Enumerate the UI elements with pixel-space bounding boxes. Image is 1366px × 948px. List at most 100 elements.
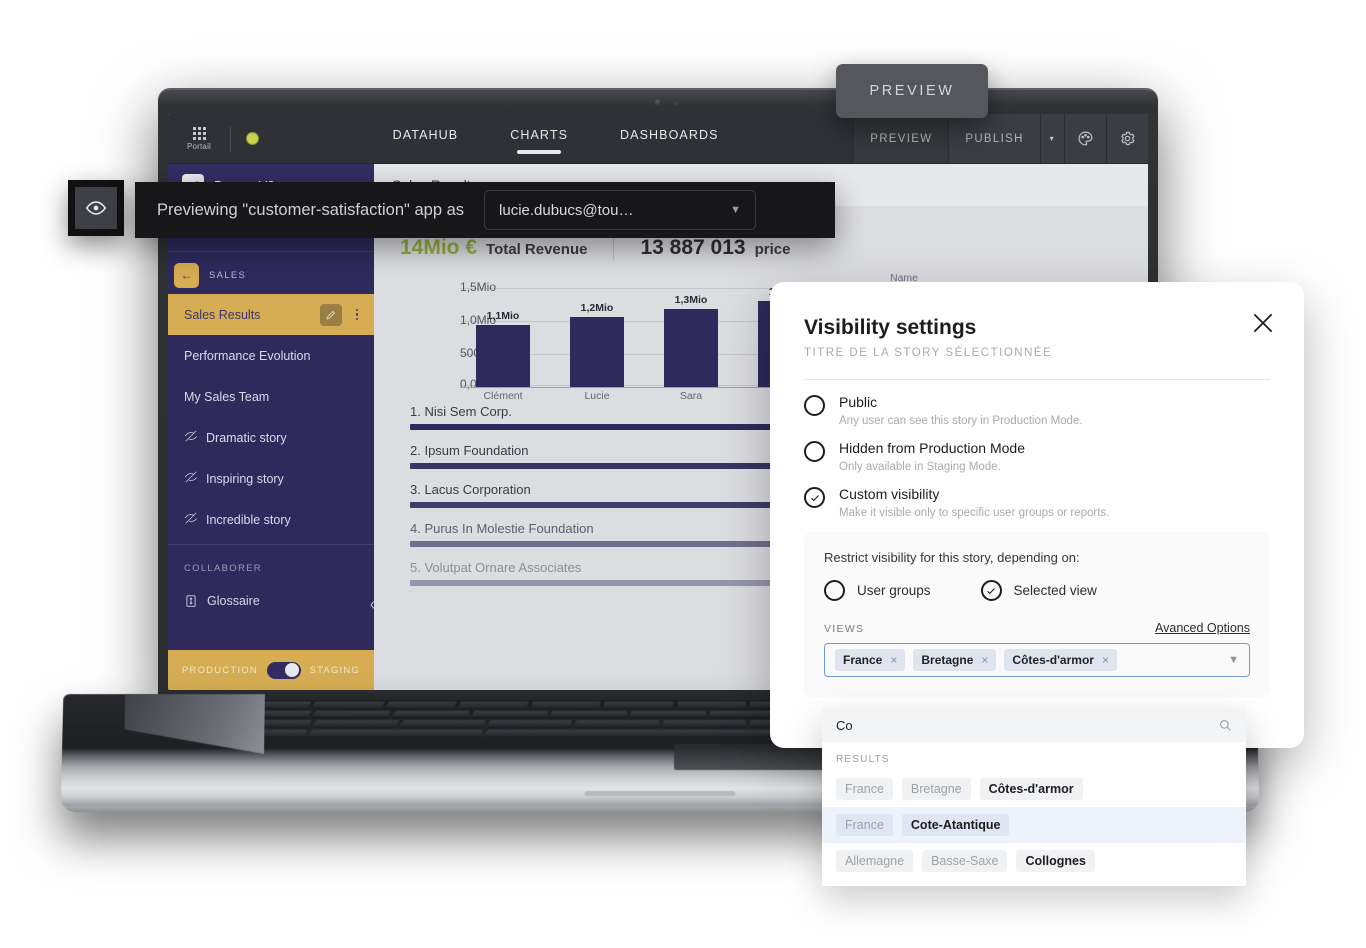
chip-remove-icon[interactable]: × <box>981 653 989 667</box>
list-item-label: 2. Ipsum Foundation <box>410 443 529 458</box>
option-label: Selected view <box>1013 582 1097 598</box>
bar-item[interactable]: 1,2Mio <box>570 302 624 387</box>
webcam-icon <box>654 99 662 106</box>
kpi-value: 14Mio € <box>400 236 478 259</box>
radio-selected-view[interactable] <box>980 580 1002 601</box>
search-row[interactable] <box>822 708 1246 742</box>
divider <box>804 379 1270 380</box>
visibility-option-hidden[interactable]: Hidden from Production Mode Only availab… <box>804 440 1270 473</box>
bar-value-label: 1,3Mio <box>674 294 708 306</box>
dialog-subtitle: TITRE DE LA STORY SÉLECTIONNÉE <box>804 347 1053 359</box>
visibility-settings-dialog: Visibility settings TITRE DE LA STORY SÉ… <box>770 282 1304 748</box>
list-item-label: 3. Lacus Corporation <box>410 482 531 497</box>
chip-france[interactable]: France × <box>835 649 906 671</box>
bar <box>570 317 624 387</box>
more-options-button[interactable] <box>350 308 365 321</box>
sidebar-item-dramatic-story[interactable]: Dramatic story <box>168 417 374 458</box>
chip-cotes-darmor[interactable]: Côtes-d'armor × <box>1004 649 1117 671</box>
sidebar-section-label: SALES <box>209 269 247 281</box>
crumb: Allemagne <box>836 850 914 872</box>
environment-toggle[interactable] <box>266 661 301 679</box>
restrict-option-selected-view[interactable]: Selected view <box>980 579 1097 601</box>
book-icon <box>186 594 196 607</box>
radio-public[interactable] <box>804 395 825 416</box>
top-actions: PREVIEW PUBLISH ▾ <box>853 114 1148 163</box>
eye-off-icon <box>184 470 198 487</box>
kpi-label: price <box>754 241 791 258</box>
x-tick-label: Lucie <box>584 390 610 402</box>
chevron-down-icon[interactable]: ▼ <box>1228 654 1239 666</box>
radio-hidden[interactable] <box>804 441 825 462</box>
search-input[interactable] <box>836 717 1218 733</box>
check-icon <box>810 494 819 501</box>
option-description: Make it visible only to specific user gr… <box>839 507 1110 519</box>
sidebar-item-sales-results[interactable]: Sales Results <box>168 294 374 335</box>
preview-eye-badge <box>68 180 124 236</box>
webcam-indicator-icon <box>674 102 677 105</box>
sidebar-item-incredible-story[interactable]: Incredible story <box>168 499 374 540</box>
chip-bretagne[interactable]: Bretagne × <box>913 649 997 671</box>
preview-user-select[interactable]: lucie.dubucs@tou… ▼ <box>484 190 757 230</box>
publish-button[interactable]: PUBLISH <box>948 114 1040 163</box>
sidebar-item-label: Sales Results <box>184 307 261 322</box>
radio-custom[interactable] <box>804 487 825 508</box>
result-row-cotes-darmor[interactable]: France Bretagne Côtes-d'armor <box>822 771 1246 807</box>
tab-dashboards[interactable]: DASHBOARDS <box>620 127 719 142</box>
x-tick-label: Sara <box>679 390 703 402</box>
preview-banner: Previewing "customer-satisfaction" app a… <box>135 182 835 238</box>
preview-tooltip: PREVIEW <box>836 64 988 118</box>
eye-icon <box>85 201 107 215</box>
radio-user-groups[interactable] <box>824 580 845 601</box>
result-row-cote-atantique[interactable]: France Cote-Atantique <box>822 807 1246 843</box>
preview-button[interactable]: PREVIEW <box>853 114 949 163</box>
divider <box>230 125 231 152</box>
sidebar-item-inspiring-story[interactable]: Inspiring story <box>168 458 374 499</box>
restrict-option-user-groups[interactable]: User groups <box>824 579 931 601</box>
crumb: Bretagne <box>901 778 971 800</box>
bar-item[interactable]: 1,1Mio <box>476 310 530 387</box>
back-arrow-icon[interactable]: ← <box>174 262 199 288</box>
bar <box>476 325 530 387</box>
sidebar-section-collaborer: COLLABORER <box>184 563 262 574</box>
close-icon <box>1253 313 1273 333</box>
close-button[interactable] <box>1250 310 1276 336</box>
base-notch <box>584 791 736 797</box>
staging-label: STAGING <box>309 664 360 676</box>
tab-charts[interactable]: CHARTS <box>508 122 570 156</box>
list-item-label: 4. Purus In Molestie Foundation <box>410 521 594 536</box>
bar-item[interactable]: 1,3Mio <box>664 294 718 387</box>
visibility-option-custom[interactable]: Custom visibility Make it visible only t… <box>804 486 1270 519</box>
tab-datahub[interactable]: DATAHUB <box>392 127 459 142</box>
views-label: VIEWS <box>824 623 865 635</box>
restrict-options: User groups Selected view <box>824 579 1250 601</box>
chip-remove-icon[interactable]: × <box>1101 653 1109 667</box>
sidebar-item-performance-evolution[interactable]: Performance Evolution <box>168 335 374 376</box>
kpi-row: 14Mio € Total Revenue 13 887 013 price <box>374 206 1148 266</box>
chip-label: Côtes-d'armor <box>1012 653 1094 667</box>
views-multiselect[interactable]: France × Bretagne × Côtes-d'armor × ▼ <box>824 643 1250 677</box>
y-tick-label: 1,5Mio <box>460 280 497 294</box>
advanced-options-link[interactable]: Avanced Options <box>1155 621 1250 635</box>
publish-dropdown-caret-icon[interactable]: ▾ <box>1039 114 1064 163</box>
portail-label: Portail <box>186 141 212 151</box>
sidebar-item-label: Incredible story <box>206 512 291 527</box>
status-indicator-icon <box>247 133 258 144</box>
views-header: VIEWS Avanced Options <box>824 621 1250 635</box>
settings-button[interactable] <box>1106 114 1148 163</box>
palette-button[interactable] <box>1064 114 1106 163</box>
sidebar-item-glossaire[interactable]: Glossaire <box>168 580 374 621</box>
edit-button[interactable] <box>319 303 342 326</box>
chip-remove-icon[interactable]: × <box>890 653 898 667</box>
result-row-collognes[interactable]: Allemagne Basse-Saxe Collognes <box>822 843 1246 886</box>
list-item-label: 1. Nisi Sem Corp. <box>410 404 512 419</box>
sidebar-item-label: Dramatic story <box>206 430 287 445</box>
visibility-option-public[interactable]: Public Any user can see this story in Pr… <box>804 394 1270 427</box>
sidebar-item-my-sales-team[interactable]: My Sales Team <box>168 376 374 417</box>
option-title: Hidden from Production Mode <box>839 440 1025 456</box>
y-tick-label: 1,0Mio <box>460 313 497 327</box>
portail-button[interactable]: Portail <box>168 126 230 151</box>
eye-badge-inner <box>75 187 117 229</box>
palm-rest <box>124 694 265 754</box>
crumb: Collognes <box>1016 850 1095 872</box>
